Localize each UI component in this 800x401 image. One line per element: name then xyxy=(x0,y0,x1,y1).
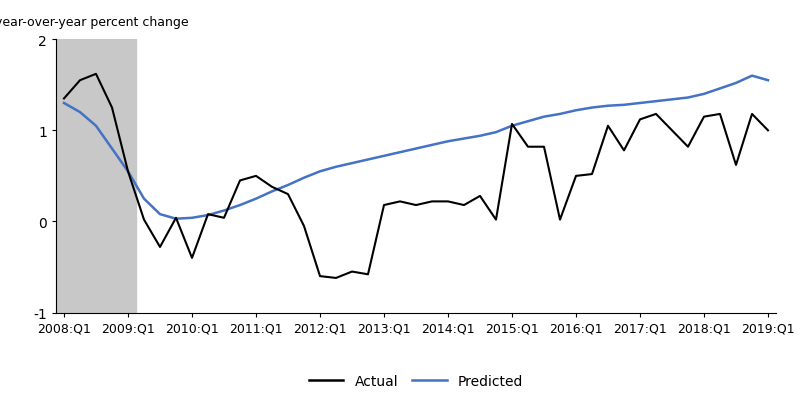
Text: year-over-year percent change: year-over-year percent change xyxy=(0,16,189,29)
Legend: Actual, Predicted: Actual, Predicted xyxy=(303,369,529,394)
Bar xyxy=(56,40,136,313)
